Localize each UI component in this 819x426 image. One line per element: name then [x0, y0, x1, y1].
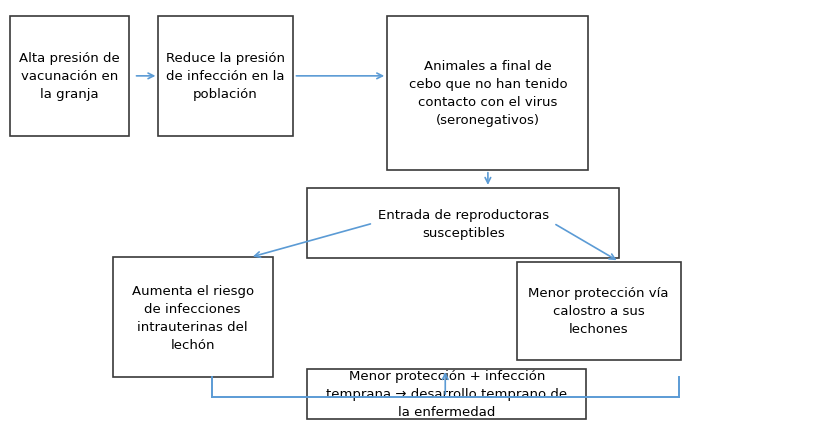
- FancyBboxPatch shape: [516, 262, 680, 360]
- Text: Reduce la presión
de infección en la
población: Reduce la presión de infección en la pob…: [165, 52, 285, 101]
- FancyBboxPatch shape: [112, 258, 272, 377]
- Text: Aumenta el riesgo
de infecciones
intrauterinas del
lechón: Aumenta el riesgo de infecciones intraut…: [132, 284, 253, 351]
- Text: Menor protección vía
calostro a sus
lechones: Menor protección vía calostro a sus lech…: [527, 287, 668, 335]
- FancyBboxPatch shape: [307, 188, 618, 259]
- FancyBboxPatch shape: [307, 369, 586, 418]
- Text: Menor protección + infección
temprana → desarrollo temprano de
la enfermedad: Menor protección + infección temprana → …: [326, 370, 567, 418]
- Text: Entrada de reproductoras
susceptibles: Entrada de reproductoras susceptibles: [378, 208, 548, 239]
- FancyBboxPatch shape: [387, 17, 588, 170]
- Text: Animales a final de
cebo que no han tenido
contacto con el virus
(seronegativos): Animales a final de cebo que no han teni…: [408, 60, 567, 127]
- FancyBboxPatch shape: [11, 17, 129, 136]
- Text: Alta presión de
vacunación en
la granja: Alta presión de vacunación en la granja: [20, 52, 120, 101]
- FancyBboxPatch shape: [158, 17, 293, 136]
